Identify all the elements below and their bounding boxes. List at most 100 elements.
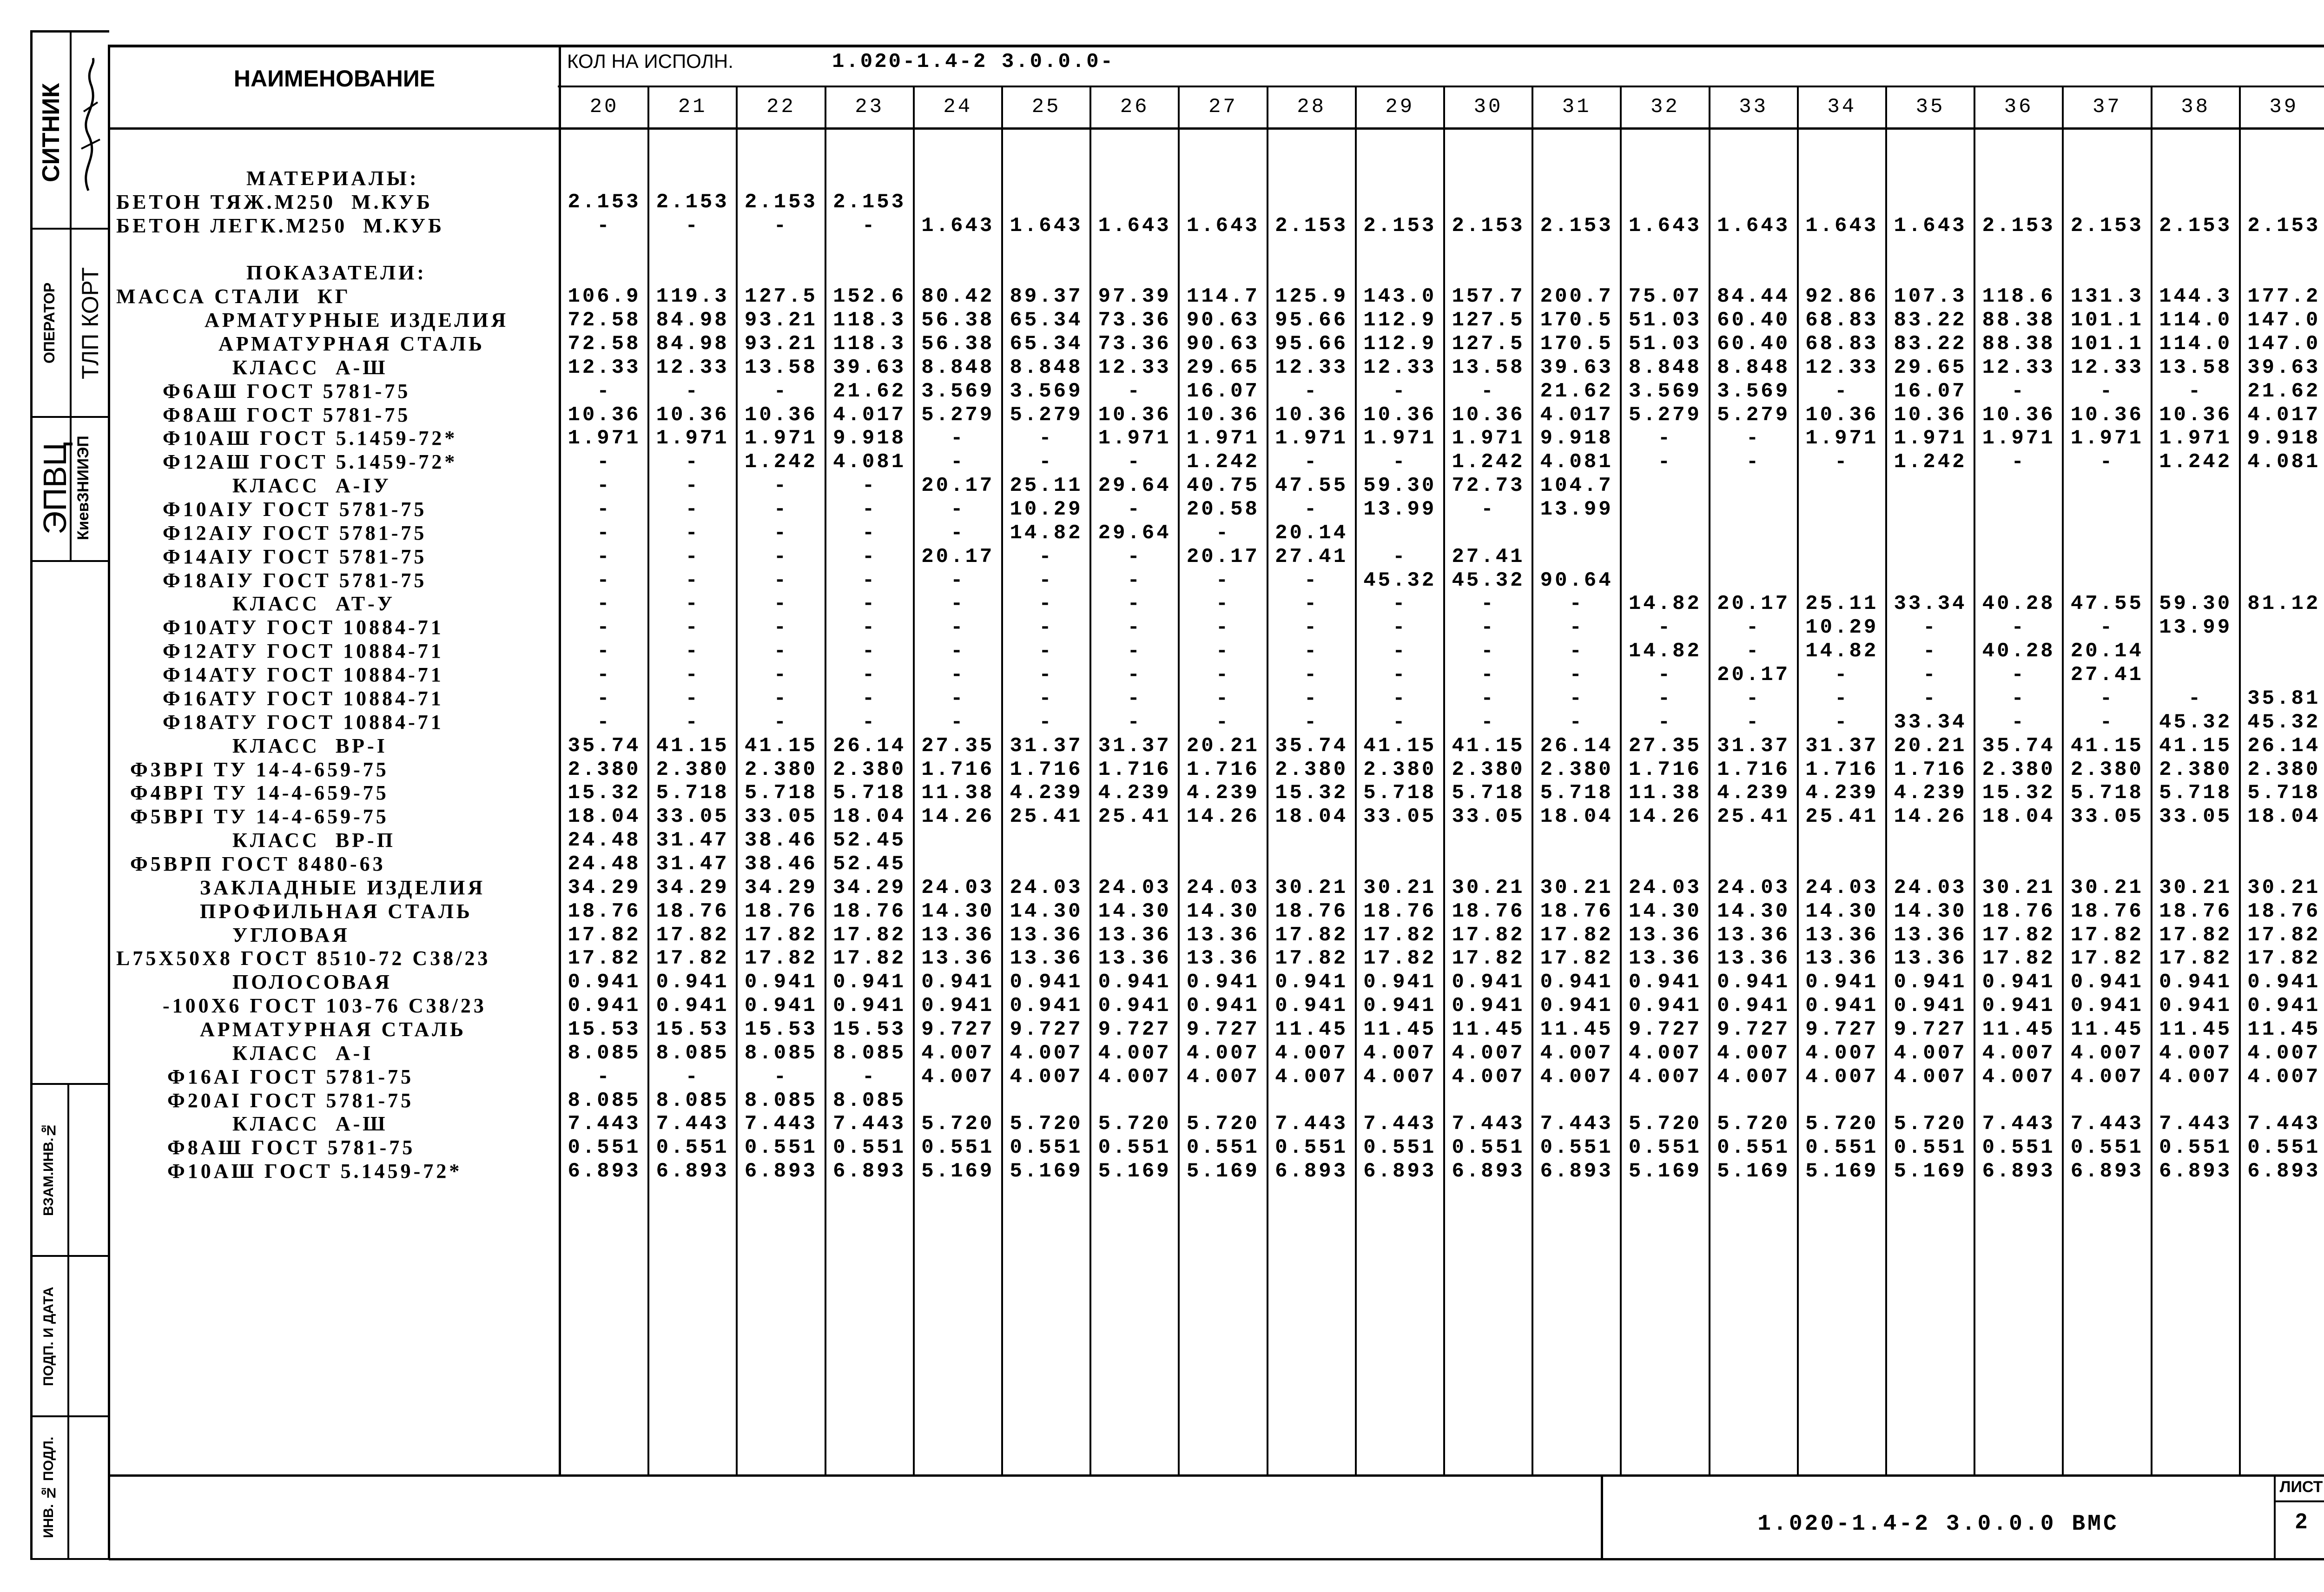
cell-value: - — [2011, 379, 2026, 403]
cell-value: 34.29 — [833, 876, 906, 899]
row-name: Ф10АШ ГОСТ 5.1459-72* — [163, 427, 458, 450]
cell-value: - — [1127, 710, 1142, 734]
cell-value: - — [685, 474, 700, 498]
cell-value: 12.33 — [1275, 356, 1348, 379]
cell-value: 18.04 — [568, 805, 641, 829]
cell-value: - — [597, 214, 612, 238]
row-name: Ф18АТУ ГОСТ 10884-71 — [163, 710, 444, 733]
cell-value: 4.081 — [1540, 450, 1613, 474]
cell-value: 10.36 — [1452, 403, 1525, 427]
cell-value: 9.727 — [921, 1017, 995, 1041]
cell-value: 147.0 — [2247, 309, 2321, 332]
cell-value: 0.941 — [1363, 994, 1437, 1018]
cell-value: 4.007 — [921, 1041, 995, 1065]
cell-value: 4.239 — [1186, 781, 1260, 805]
cell-value: - — [1127, 687, 1142, 710]
cell-value: - — [2011, 710, 2026, 734]
cell-value: - — [773, 568, 789, 592]
cell-value: - — [1393, 545, 1407, 568]
cell-value: - — [951, 450, 965, 474]
cell-value: - — [2100, 710, 2115, 734]
column-header: 32 — [1650, 95, 1680, 119]
cell-value: - — [1481, 592, 1496, 616]
cell-value: - — [862, 592, 877, 616]
cell-value: 9.727 — [1628, 1017, 1702, 1041]
cell-value: 5.720 — [1098, 1112, 1171, 1136]
cell-value: - — [597, 1065, 612, 1089]
cell-value: 13.36 — [1628, 923, 1702, 947]
cell-value: - — [685, 521, 700, 545]
cell-value: 1.971 — [1098, 427, 1171, 450]
cell-value: 81.12 — [2247, 592, 2321, 616]
cell-value: - — [597, 710, 612, 734]
cell-value: 17.82 — [568, 923, 641, 947]
cell-value: 1.643 — [1894, 214, 1967, 238]
orig-inv-label: ИНВ. № ПОДЛ. — [41, 1436, 56, 1539]
cell-value: 1.971 — [1805, 427, 1879, 450]
cell-value: - — [685, 450, 700, 474]
cell-value: 5.720 — [1894, 1112, 1967, 1136]
column-divider — [1001, 86, 1003, 1475]
cell-value: 143.0 — [1363, 285, 1437, 309]
cell-value: 3.569 — [921, 379, 995, 403]
cell-value: 17.82 — [1452, 923, 1525, 947]
cell-value: 2.380 — [744, 758, 818, 781]
cell-value: 7.443 — [1540, 1112, 1613, 1136]
cell-value: 33.05 — [2070, 805, 2144, 829]
cell-value: 1.971 — [1275, 427, 1348, 450]
cell-value: - — [1835, 379, 1849, 403]
cell-value: - — [685, 1065, 700, 1089]
cell-value: 4.081 — [833, 450, 906, 474]
cell-value: 60.40 — [1717, 309, 1790, 332]
cell-value: 4.007 — [1452, 1065, 1525, 1089]
cell-value: 25.41 — [1805, 805, 1879, 829]
cell-value: 39.63 — [1540, 356, 1613, 379]
row-name: МАТЕРИАЛЫ: — [246, 167, 419, 190]
cell-value: 30.21 — [2247, 876, 2321, 899]
cell-value: 0.551 — [568, 1136, 641, 1160]
cell-value: 14.82 — [1628, 640, 1702, 663]
cell-value: 157.7 — [1452, 285, 1525, 309]
cell-value: 1.643 — [1010, 214, 1083, 238]
cell-value: 68.83 — [1805, 332, 1879, 356]
cell-value: - — [597, 545, 612, 568]
cell-value: - — [862, 663, 877, 687]
cell-value: 4.007 — [1098, 1041, 1171, 1065]
cell-value: - — [1923, 640, 1938, 663]
cell-value: 0.941 — [1452, 971, 1525, 994]
cell-value: - — [1304, 592, 1319, 616]
cell-value: 13.58 — [1452, 356, 1525, 379]
cell-value: 3.569 — [1628, 379, 1702, 403]
row-name: Ф3ВРI ТУ 14-4-659-75 — [130, 758, 389, 781]
cell-value: 5.718 — [2159, 781, 2232, 805]
cell-value: 6.893 — [833, 1160, 906, 1183]
cell-value: 27.35 — [921, 734, 995, 758]
cell-value: 0.941 — [1894, 994, 1967, 1018]
cell-value: - — [862, 640, 877, 663]
cell-value: - — [597, 450, 612, 474]
cell-value: - — [2011, 450, 2026, 474]
cell-value: 0.551 — [1452, 1136, 1525, 1160]
cell-value: - — [685, 663, 700, 687]
cell-value: 152.6 — [833, 285, 906, 309]
cell-value: 0.941 — [1452, 994, 1525, 1018]
cell-value: 0.941 — [1275, 994, 1348, 1018]
cell-value: - — [1835, 450, 1849, 474]
cell-value: - — [1569, 640, 1584, 663]
cell-value: 6.893 — [744, 1160, 818, 1183]
cell-value: 1.242 — [1894, 450, 1967, 474]
cell-value: 2.153 — [2247, 214, 2321, 238]
cell-value: 27.35 — [1628, 734, 1702, 758]
cell-value: 26.14 — [833, 734, 906, 758]
cell-value: 17.82 — [2159, 947, 2232, 971]
cell-value: 30.21 — [1275, 876, 1348, 899]
cell-value: 14.30 — [1186, 899, 1260, 923]
cell-value: 8.848 — [921, 356, 995, 379]
cell-value: 17.82 — [2070, 947, 2144, 971]
cell-value: - — [1304, 568, 1319, 592]
cell-value: - — [1746, 450, 1761, 474]
cell-value: - — [2188, 379, 2203, 403]
cell-value: 4.007 — [1275, 1041, 1348, 1065]
cell-value: 1.716 — [1894, 758, 1967, 781]
cell-value: 5.718 — [2247, 781, 2321, 805]
